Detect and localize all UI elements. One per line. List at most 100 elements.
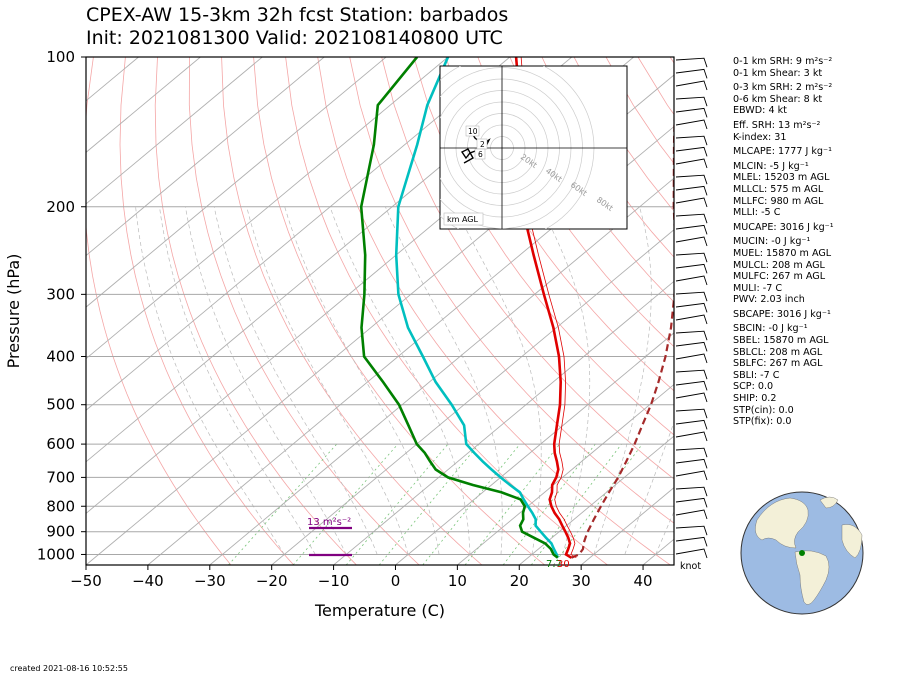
wind-barb — [675, 197, 708, 208]
wind-barb — [675, 447, 708, 458]
wind-units-label: knot — [680, 561, 701, 572]
wind-barb — [675, 330, 708, 341]
x-axis-label: Temperature (C) — [314, 601, 445, 620]
dry-adiabat — [119, 57, 294, 565]
mixing-ratio-line — [464, 443, 560, 565]
index-line: MUCIN: -0 J kg⁻¹ — [733, 236, 811, 248]
mixing-ratio-line — [422, 443, 521, 565]
wind-barb — [675, 263, 708, 274]
isotherm — [86, 57, 201, 153]
wind-barb — [675, 224, 708, 235]
moist-adiabat — [454, 206, 542, 555]
stability-indices: 0-1 km SRH: 9 m²s⁻² 0-1 km Shear: 3 kt 0-3… — [733, 56, 834, 428]
isotherm — [86, 57, 325, 257]
profile-line-2 — [359, 57, 559, 559]
y-tick-label: 1000 — [37, 545, 75, 563]
index-line: MLLI: -5 C — [733, 207, 781, 219]
moist-adiabat — [284, 206, 440, 555]
index-line: SBLFC: 267 m AGL — [733, 358, 823, 370]
mixing-ratio-line — [378, 443, 480, 565]
index-line: MULFC: 267 m AGL — [733, 271, 826, 283]
wind-barb — [675, 548, 708, 559]
plot-frame — [85, 56, 675, 566]
wind-barb — [675, 236, 708, 247]
isotherm — [271, 229, 674, 565]
wind-barb — [675, 107, 708, 118]
index-line: MLLFC: 980 m AGL — [733, 195, 824, 207]
isotherm — [395, 332, 674, 565]
wind-barb — [675, 470, 708, 481]
wind-barb — [675, 57, 708, 68]
wind-barb — [675, 458, 708, 469]
chart-title-line2: Init: 2021081300 Valid: 202108140800 UTC — [86, 27, 503, 49]
wind-barb — [675, 302, 708, 313]
dry-adiabat — [154, 57, 357, 565]
wind-barb — [675, 314, 708, 325]
wind-barb — [675, 252, 708, 263]
mixing-ratio-line — [345, 443, 449, 565]
x-tick-label: −40 — [132, 572, 164, 590]
wind-barb — [675, 213, 708, 224]
surface-temperature-label: 30 — [557, 559, 570, 570]
wind-barb — [675, 158, 708, 169]
wind-barb — [675, 80, 708, 91]
moist-adiabat — [185, 206, 347, 555]
index-line: K-index: 31 — [733, 131, 787, 143]
x-tick-label: 30 — [572, 572, 591, 590]
dry-adiabat — [445, 57, 674, 392]
y-tick-label: 200 — [46, 198, 75, 216]
dry-adiabat — [86, 57, 232, 565]
index-line: MLEL: 15203 m AGL — [733, 172, 830, 184]
dry-adiabat — [221, 57, 483, 565]
x-tick-label: 40 — [634, 572, 653, 590]
surface-dewpoint-label: 7.7 — [546, 559, 562, 570]
dry-adiabat — [413, 57, 674, 436]
isotherm — [86, 57, 511, 411]
index-line: SBCIN: -0 J kg⁻¹ — [733, 323, 808, 335]
index-line: STP(cin): 0.0 — [733, 404, 794, 416]
index-line: 0-6 km Shear: 8 kt — [733, 93, 823, 105]
wind-barb — [675, 68, 708, 79]
index-line: MULCL: 208 m AGL — [733, 259, 825, 271]
y-tick-label: 800 — [46, 497, 75, 515]
hodograph: 20kt 40kt 60kt 80kt 10 2 6 km AGL — [439, 65, 628, 230]
wind-barb — [675, 119, 708, 130]
wind-barb — [675, 369, 708, 380]
y-tick-label: 100 — [46, 48, 75, 66]
isotherm — [147, 125, 674, 565]
dry-adiabat — [894, 57, 906, 565]
dry-adiabat — [477, 57, 674, 348]
moist-adiabat — [135, 206, 285, 555]
moist-adiabat — [593, 206, 652, 555]
wind-barb — [675, 408, 708, 419]
isotherm — [333, 280, 674, 565]
dry-adiabat — [862, 57, 906, 565]
moist-adiabat — [246, 206, 409, 555]
wind-barb — [675, 353, 708, 364]
isotherm — [457, 383, 674, 565]
y-tick-label: 400 — [46, 348, 75, 366]
index-line: MLLCL: 575 m AGL — [733, 183, 824, 195]
wind-barb — [675, 486, 708, 497]
hodo-height-10: 10 — [468, 127, 478, 136]
moist-adiabat — [624, 421, 674, 555]
moist-adiabat — [385, 206, 503, 555]
dry-adiabat — [188, 57, 420, 565]
x-tick-label: 20 — [510, 572, 529, 590]
x-tick-label: −50 — [70, 572, 102, 590]
wind-barb — [675, 135, 708, 146]
index-line: SCP: 0.0 — [733, 381, 774, 393]
wind-barb — [675, 174, 708, 185]
index-line: MULI: -7 C — [733, 282, 783, 294]
index-line: SBLI: -7 C — [733, 369, 780, 381]
mixing-ratio-line — [292, 443, 399, 565]
globe-locator — [740, 491, 864, 615]
index-line: MUCAPE: 3016 J kg⁻¹ — [733, 221, 834, 233]
mixing-ratio-line — [502, 443, 596, 565]
moist-adiabat — [213, 206, 378, 555]
x-tick-label: −10 — [318, 572, 350, 590]
index-line: MLCAPE: 1777 J kg⁻¹ — [733, 146, 832, 158]
wind-barb — [675, 392, 708, 403]
y-tick-label: 500 — [46, 396, 75, 414]
